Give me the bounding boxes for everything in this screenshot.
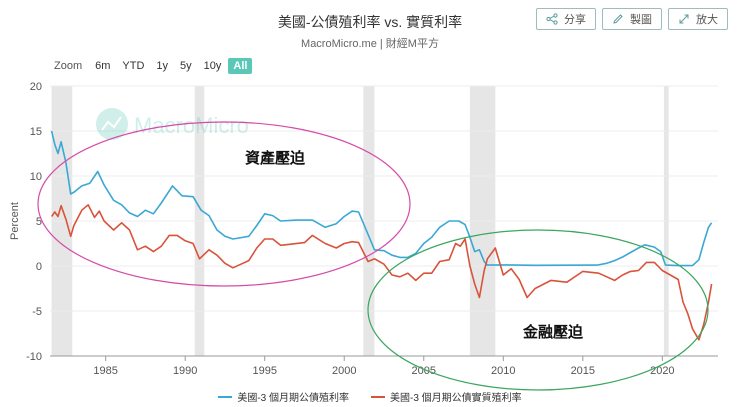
y-tick-label: 10 xyxy=(30,171,42,183)
x-tick-label: 1990 xyxy=(173,365,197,377)
pencil-icon xyxy=(613,14,623,24)
zoom-6m-button[interactable]: 6m xyxy=(95,60,111,72)
enlarge-label: 放大 xyxy=(696,14,718,26)
draw-label: 製圖 xyxy=(630,14,652,26)
y-tick-label: 5 xyxy=(36,216,42,228)
zoom-1y-button[interactable]: 1y xyxy=(156,60,169,72)
enlarge-button[interactable]: 放大 xyxy=(668,8,728,30)
share-icon xyxy=(546,13,558,25)
x-tick-label: 2005 xyxy=(412,365,436,377)
x-tick-label: 2010 xyxy=(491,365,515,377)
annotation-financial-repression: 金融壓迫 xyxy=(522,323,584,341)
zoom-ytd-button[interactable]: YTD xyxy=(122,60,145,72)
x-tick-label: 2000 xyxy=(332,365,356,377)
ellipse-financial-repression xyxy=(367,229,709,391)
y-axis-label: Percent xyxy=(9,202,21,240)
legend-label-nominal: 美國-3 個月期公債殖利率 xyxy=(237,393,349,404)
x-tick-label: 1985 xyxy=(93,365,117,377)
x-tick-label: 1995 xyxy=(252,365,276,377)
x-tick-label: 2020 xyxy=(650,365,674,377)
y-tick-label: -5 xyxy=(32,306,42,318)
y-tick-label: 15 xyxy=(30,126,42,138)
zoom-5y-button[interactable]: 5y xyxy=(180,60,192,72)
legend-swatch-real xyxy=(371,395,385,398)
chart-subtitle: MacroMicro.me | 財經M平方 xyxy=(301,38,439,50)
y-tick-label: -10 xyxy=(26,351,42,363)
share-label: 分享 xyxy=(564,14,586,26)
watermark-text: MacroMicro xyxy=(134,113,249,138)
ellipse-asset-pressure xyxy=(37,121,411,287)
legend-label-real: 美國-3 個月期公債實質殖利率 xyxy=(390,393,522,404)
annotation-asset-pressure: 資產壓迫 xyxy=(245,149,306,167)
chart-legend: 美國-3 個月期公債殖利率 美國-3 個月期公債實質殖利率 xyxy=(0,389,740,404)
draw-button[interactable]: 製圖 xyxy=(602,8,662,30)
watermark-icon-stroke xyxy=(101,116,122,131)
watermark-icon xyxy=(96,108,128,140)
y-tick-label: 20 xyxy=(30,81,42,93)
y-tick-label: 0 xyxy=(36,261,42,273)
series-line-nominal xyxy=(50,130,713,267)
zoom-bar: Zoom 6m YTD 1y 5y 10y All xyxy=(54,58,253,74)
x-tick-label: 2015 xyxy=(571,365,595,377)
chart-toolbar: 分享 製圖 放大 xyxy=(536,8,728,30)
chart-title: 美國-公債殖利率 vs. 實質利率 xyxy=(277,14,463,30)
expand-icon xyxy=(679,14,689,24)
zoom-all-button[interactable]: All xyxy=(228,58,253,74)
legend-item-nominal[interactable]: 美國-3 個月期公債殖利率 xyxy=(218,389,349,404)
share-button[interactable]: 分享 xyxy=(536,8,596,30)
legend-item-real[interactable]: 美國-3 個月期公債實質殖利率 xyxy=(371,389,522,404)
series-line-real xyxy=(50,204,713,341)
watermark-logo: MacroMicro xyxy=(96,108,249,140)
zoom-10y-button[interactable]: 10y xyxy=(203,60,222,72)
zoom-label: Zoom xyxy=(54,60,83,72)
legend-swatch-nominal xyxy=(218,395,233,398)
